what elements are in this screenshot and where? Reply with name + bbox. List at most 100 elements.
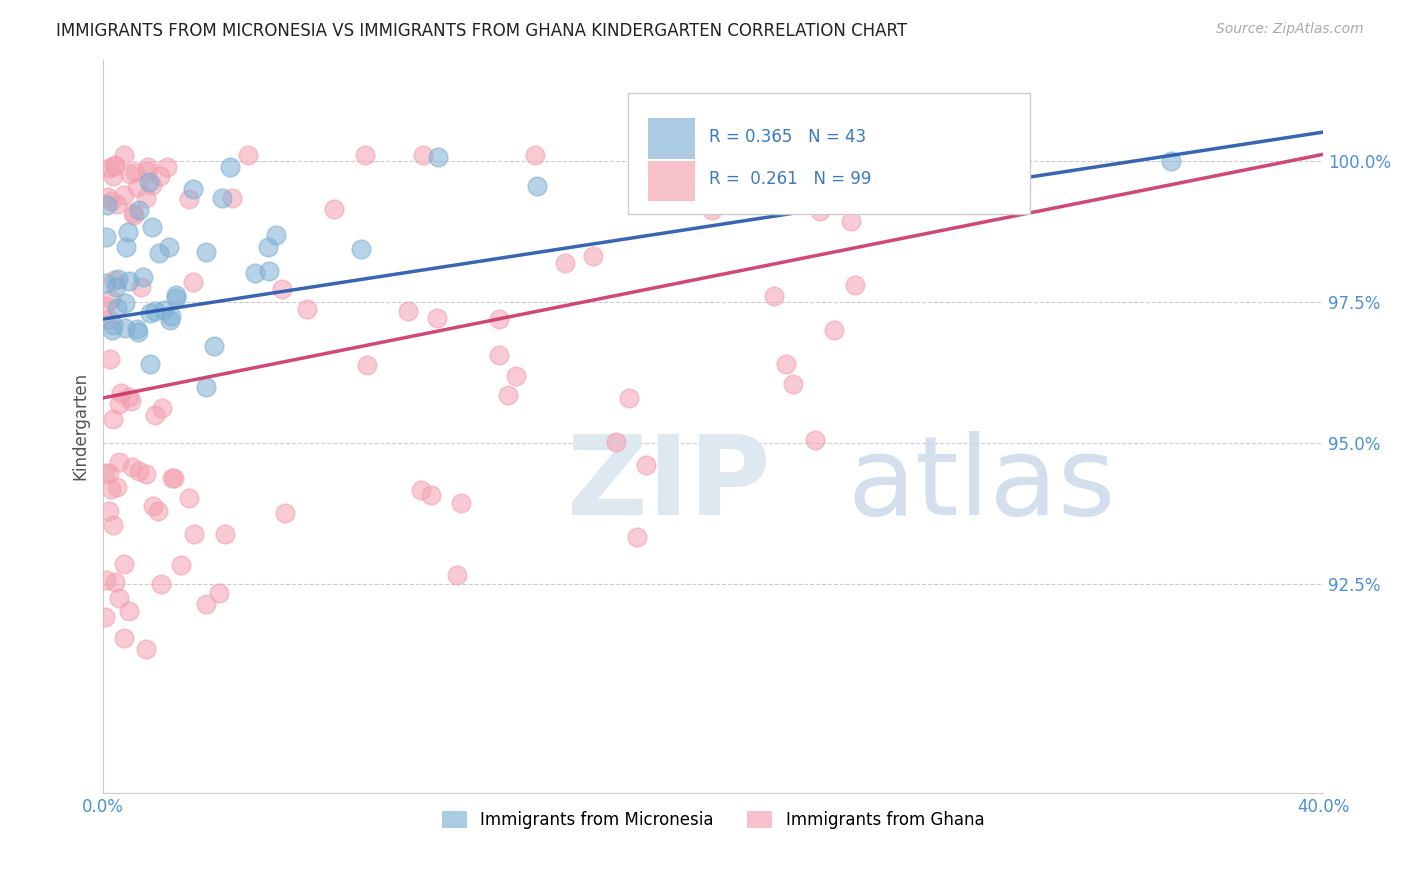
Point (128, 464, 150, 478)
Point (103, 318, 125, 332)
Point (101, 169, 124, 183)
Point (101, 411, 124, 425)
Point (104, 280, 127, 294)
Point (839, 214, 862, 228)
Point (149, 169, 172, 184)
Point (117, 226, 139, 240)
Point (105, 301, 128, 315)
Point (179, 192, 201, 206)
Point (179, 491, 201, 506)
Point (183, 527, 205, 541)
Text: Source: ZipAtlas.com: Source: ZipAtlas.com (1216, 22, 1364, 37)
Point (103, 159, 125, 173)
Point (273, 506, 295, 520)
Text: R = 0.365   N = 43: R = 0.365 N = 43 (710, 128, 866, 145)
Point (139, 358, 162, 372)
Point (104, 158, 127, 172)
Y-axis label: Kindergarten: Kindergarten (72, 372, 89, 480)
Point (782, 376, 804, 391)
Point (211, 191, 233, 205)
Point (141, 178, 163, 192)
Point (97, 161, 120, 176)
Point (98, 503, 121, 517)
Point (412, 148, 434, 162)
Point (138, 306, 160, 320)
Point (450, 496, 472, 510)
Point (322, 202, 344, 217)
Point (143, 303, 166, 318)
Point (98, 467, 121, 481)
Point (118, 275, 141, 289)
Point (159, 310, 181, 324)
Bar (648, 119, 695, 159)
Point (204, 339, 226, 353)
Point (135, 641, 157, 656)
Point (219, 160, 242, 174)
Point (554, 255, 576, 269)
Point (505, 368, 527, 383)
Point (356, 359, 378, 373)
Point (128, 202, 150, 217)
Point (103, 273, 125, 287)
Point (165, 291, 187, 305)
Point (295, 302, 318, 317)
Point (100, 194, 122, 208)
Point (114, 296, 136, 310)
Point (808, 203, 831, 218)
Point (98, 312, 121, 326)
Point (195, 597, 218, 611)
Point (426, 310, 449, 325)
Point (96, 276, 118, 290)
Point (257, 263, 280, 277)
Point (96, 230, 118, 244)
Point (823, 323, 845, 337)
Point (97, 190, 120, 204)
Point (271, 282, 294, 296)
Point (170, 558, 193, 573)
Point (108, 591, 131, 605)
Point (118, 604, 141, 618)
Point (354, 148, 377, 162)
Point (160, 470, 183, 484)
Point (112, 148, 135, 162)
Point (110, 385, 132, 400)
Point (150, 577, 173, 591)
Point (108, 455, 131, 469)
Point (181, 275, 204, 289)
Point (163, 471, 186, 485)
Point (350, 242, 373, 256)
Point (136, 160, 159, 174)
Point (115, 240, 138, 254)
Point (844, 277, 866, 292)
Point (127, 180, 149, 194)
Point (762, 289, 785, 303)
Point (426, 150, 449, 164)
Point (129, 279, 152, 293)
Point (605, 434, 627, 449)
Point (114, 320, 136, 334)
Point (165, 288, 187, 302)
Point (523, 148, 546, 162)
Point (148, 246, 170, 260)
Point (156, 160, 179, 174)
Point (101, 323, 124, 337)
Point (94, 573, 117, 587)
Point (101, 517, 124, 532)
Point (181, 181, 204, 195)
Point (195, 245, 218, 260)
Point (617, 391, 640, 405)
Legend: Immigrants from Micronesia, Immigrants from Ghana: Immigrants from Micronesia, Immigrants f… (436, 804, 991, 836)
Point (127, 326, 149, 340)
Point (420, 488, 443, 502)
Point (103, 575, 125, 590)
Point (132, 270, 155, 285)
Point (221, 191, 243, 205)
Point (105, 480, 128, 494)
Point (141, 220, 163, 235)
Point (236, 148, 259, 162)
Point (446, 568, 468, 582)
Point (93, 299, 115, 313)
Point (159, 313, 181, 327)
Point (98, 351, 121, 366)
Point (108, 396, 131, 410)
